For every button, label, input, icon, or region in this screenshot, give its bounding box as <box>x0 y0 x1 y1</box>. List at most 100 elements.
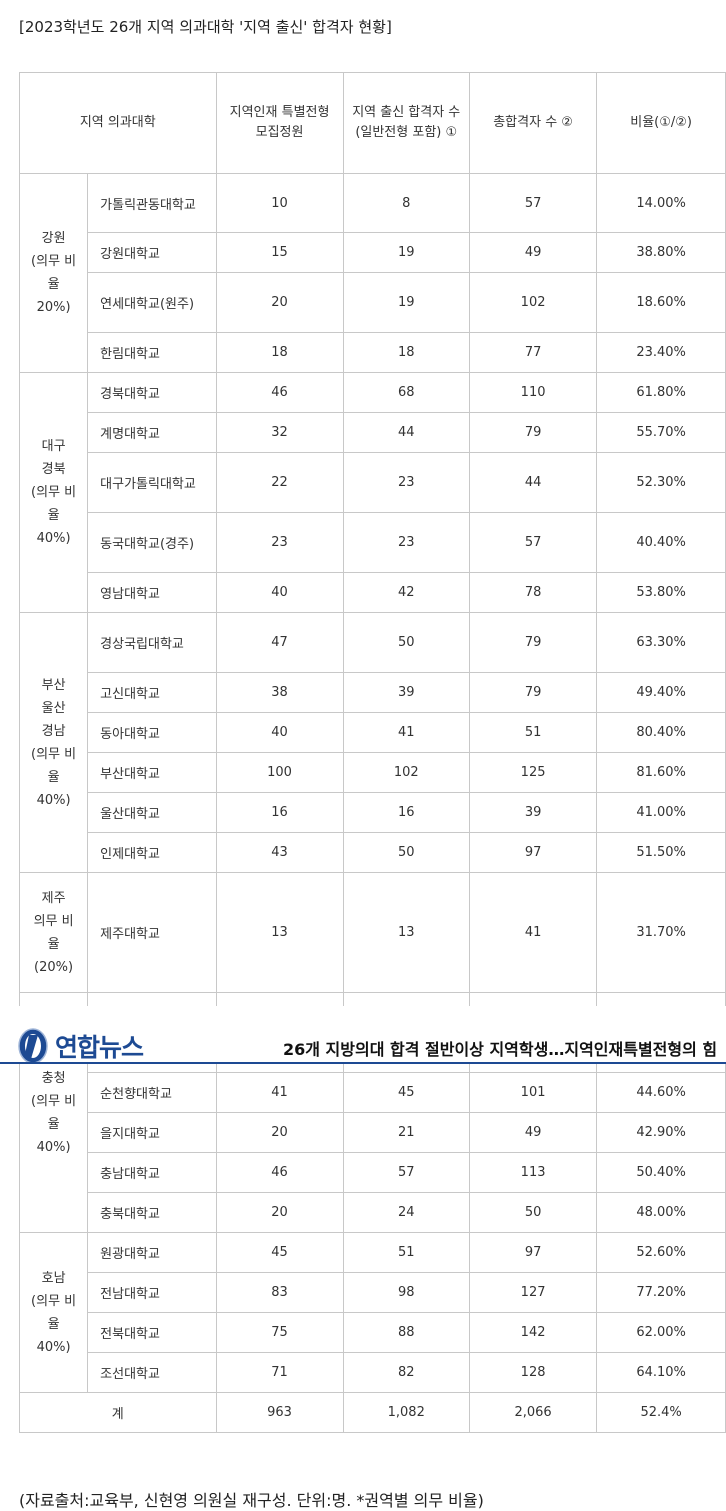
quota-cell: 75 <box>215 1312 344 1353</box>
ratio-cell: 77.20% <box>596 1272 726 1313</box>
ratio-cell: 61.80% <box>596 372 726 413</box>
total-admits-cell: 78 <box>468 572 598 613</box>
university-name: 전남대학교 <box>87 1272 217 1313</box>
table-row: 조선대학교 71 82 128 64.10% <box>20 1352 726 1393</box>
university-name: 순천향대학교 <box>87 1072 217 1113</box>
local-admits-cell: 57 <box>342 1152 470 1193</box>
university-name: 경상국립대학교 <box>87 612 217 673</box>
local-admits-cell: 21 <box>342 1032 470 1073</box>
table-row: 호남 (의무 비 율 40%) 원광대학교 45 51 97 52.60% <box>18 1232 726 1393</box>
quota-cell: 22 <box>215 452 344 513</box>
table-row: 인제대학교 43 50 97 51.50% <box>20 832 726 873</box>
total-admits-cell: 110 <box>468 372 598 413</box>
region-label-line: (20%) <box>34 959 74 975</box>
quota-cell: 46 <box>215 372 344 413</box>
quota-cell: 16 <box>215 792 344 833</box>
region-label-line: 충청 <box>41 1070 66 1086</box>
region-label-line: 율 <box>47 936 60 952</box>
table-row: 충남대학교 46 57 113 50.40% <box>20 1152 726 1193</box>
table-row: 연세대학교(원주) 20 19 102 18.60% <box>20 272 726 333</box>
ratio-cell <box>596 992 726 1033</box>
total-admits-cell: 101 <box>468 1072 598 1113</box>
region-cell: 호남 (의무 비 율 40%) <box>18 1232 89 1393</box>
quota-cell: 45 <box>215 1232 344 1273</box>
university-name: 인제대학교 <box>87 832 217 873</box>
quota-cell: 32 <box>215 412 344 453</box>
region-label-line: 부산 <box>41 677 66 693</box>
local-admits-cell: 68 <box>342 372 470 413</box>
ratio-cell: 52.30% <box>596 452 726 513</box>
total-admits-cell: 44 <box>468 452 598 513</box>
region-label-line: 경남 <box>41 723 66 739</box>
total-admits-cell: 49 <box>468 1112 598 1153</box>
region-label-line: 율 <box>47 1316 60 1332</box>
ratio-cell: 63.30% <box>596 612 726 673</box>
table-row: 전남대학교 83 98 127 77.20% <box>20 1272 726 1313</box>
ratio-cell: 52.60% <box>596 1232 726 1273</box>
quota-cell: 83 <box>215 1272 344 1313</box>
region-label-line: 율 <box>47 769 60 785</box>
ratio-cell: 18.60% <box>596 272 726 333</box>
ratio-cell: 64.10% <box>596 1352 726 1393</box>
university-name: 원광대학교 <box>87 1232 217 1273</box>
local-admits-cell: 21 <box>342 1112 470 1153</box>
ratio-cell: 40.40% <box>596 512 726 573</box>
total-admits-cell: 127 <box>468 1272 598 1313</box>
total-admits-cell: 113 <box>468 1152 598 1193</box>
university-name: 가톨릭관동대학교 <box>87 173 217 233</box>
local-admits-cell: 16 <box>342 792 470 833</box>
region-label-line: 경북 <box>41 462 66 477</box>
university-name: 영남대학교 <box>87 572 217 613</box>
quota-cell: 23 <box>215 512 344 573</box>
quota-cell: 40 <box>215 712 344 753</box>
region-cell: 제주 의무 비 율 (20%) <box>18 872 89 993</box>
ratio-cell: 50.40% <box>596 1152 726 1193</box>
table-row: 울산대학교 16 16 39 41.00% <box>20 792 726 833</box>
table-row: 계명대학교 32 44 79 55.70% <box>20 412 726 453</box>
quota-cell: 47 <box>215 612 344 673</box>
total-admits-cell: 125 <box>468 752 598 793</box>
university-name: 제주대학교 <box>87 872 217 993</box>
region-cell: 대구 경북 (의무 비 율 40%) <box>18 372 89 613</box>
table-row: 강원대학교 15 19 49 38.80% <box>20 232 726 273</box>
region-label-line: (의무 비 <box>31 1093 77 1109</box>
ratio-cell: 23.40% <box>596 332 726 373</box>
local-admits-cell: 8 <box>342 173 470 233</box>
total-admits-cell: 39 <box>468 792 598 833</box>
local-admits-cell: 23 <box>342 512 470 573</box>
total-admits-cell: 97 <box>468 832 598 873</box>
local-admits-cell: 82 <box>342 1352 470 1393</box>
table-row: 한림대학교 18 18 77 23.40% <box>20 332 726 373</box>
table-row: 충청 (의무 비 율 40%) <box>18 992 726 1233</box>
table-row: 대구가톨릭대학교 22 23 44 52.30% <box>20 452 726 513</box>
university-name: 을지대학교 <box>87 1112 217 1153</box>
ratio-cell: 80.40% <box>596 712 726 753</box>
local-admits-cell: 42 <box>342 572 470 613</box>
local-admits-cell <box>342 992 470 1033</box>
region-label-line: 강원 <box>41 231 66 246</box>
total-admits-cell <box>468 992 598 1033</box>
local-admits-cell: 88 <box>342 1312 470 1353</box>
ratio-cell: 38.80% <box>596 232 726 273</box>
total-label: 계 <box>19 1392 217 1433</box>
header-row: 지역 의과대학 지역인재 특별전형 모집정원 지역 출신 합격자 수 (일반전형… <box>19 72 726 174</box>
table-row: 순천향대학교 41 45 101 44.60% <box>20 1072 726 1113</box>
admissions-table: 지역 의과대학 지역인재 특별전형 모집정원 지역 출신 합격자 수 (일반전형… <box>18 72 726 1433</box>
total-admits-cell: 77 <box>468 332 598 373</box>
region-label-line: 40%) <box>36 1139 71 1155</box>
region-label-line: 의무 비 <box>33 913 74 929</box>
ratio-cell: 55.70% <box>596 412 726 453</box>
table-row: 제주 의무 비 율 (20%) 제주대학교 13 13 41 31.70% <box>18 872 726 993</box>
total-admits-cell: 128 <box>468 1352 598 1393</box>
ratio-cell: 14.00% <box>596 173 726 233</box>
total-admits-cell: 79 <box>468 612 598 673</box>
quota-cell: 71 <box>215 1352 344 1393</box>
quota-cell: 10 <box>215 173 344 233</box>
local-admits-cell: 44 <box>342 412 470 453</box>
ratio-cell: 62.00% <box>596 1312 726 1353</box>
quota-cell: 21 <box>215 1032 344 1073</box>
total-local: 1,082 <box>342 1392 470 1433</box>
total-admits-cell: 97 <box>468 1232 598 1273</box>
local-admits-cell: 39 <box>342 672 470 713</box>
local-admits-cell: 102 <box>342 752 470 793</box>
